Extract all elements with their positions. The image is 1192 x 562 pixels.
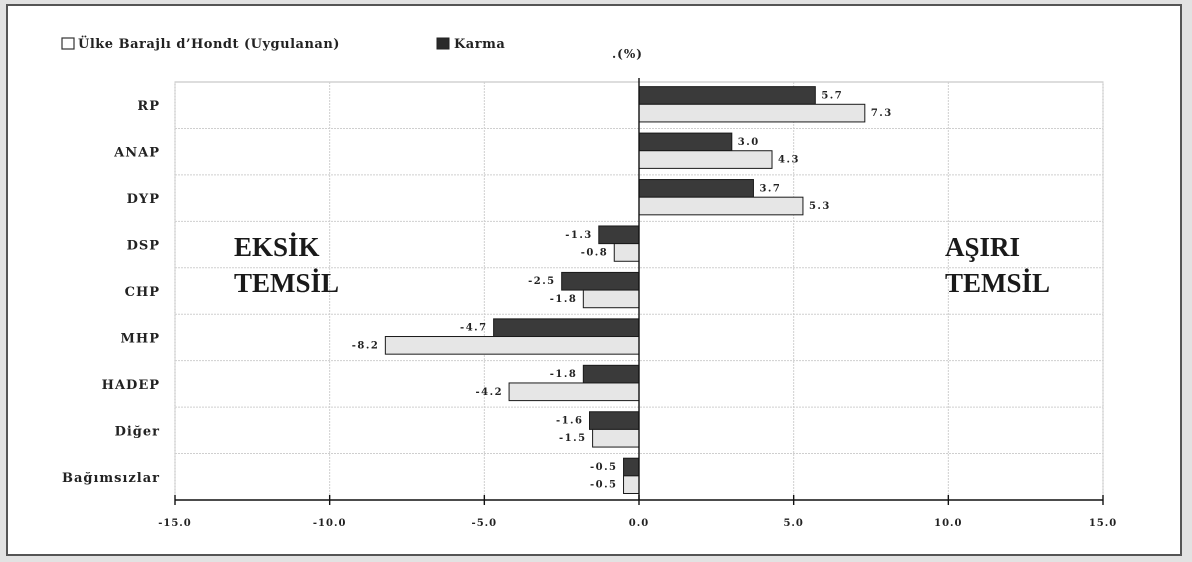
category-label-chp: CHP xyxy=(125,285,160,300)
value-label-ba-ms-zlar-karma: -0.5 xyxy=(590,462,618,473)
value-label-anap-uygulanan: 4.3 xyxy=(778,155,800,166)
value-label-dyp-uygulanan: 5.3 xyxy=(809,201,831,212)
legend: Ülke Barajlı d’Hondt (Uygulanan) Karma xyxy=(61,35,505,52)
bars xyxy=(384,86,866,494)
x-tick-label: -10.0 xyxy=(313,518,347,529)
annotation-left: EKSİK TEMSİL xyxy=(234,232,339,298)
x-tick-label: 5.0 xyxy=(783,518,803,529)
annotation-left-line2: TEMSİL xyxy=(234,268,339,298)
bar-mhp-karma xyxy=(493,318,640,338)
value-label-chp-uygulanan: -1.8 xyxy=(550,294,578,305)
value-label-ba-ms-zlar-uygulanan: -0.5 xyxy=(590,480,618,491)
bar-hadep-uygulanan xyxy=(508,382,640,402)
value-label-dyp-karma: 3.7 xyxy=(759,183,781,194)
bar-chp-karma xyxy=(561,271,640,291)
category-label-hadep: HADEP xyxy=(102,378,160,393)
bar-anap-uygulanan xyxy=(638,150,773,169)
annotation-left-line1: EKSİK xyxy=(234,232,320,262)
x-tick-label: -15.0 xyxy=(158,518,192,529)
bar-rp-uygulanan xyxy=(638,103,866,123)
bar-chp-uygulanan xyxy=(582,289,640,309)
x-tick-label: -5.0 xyxy=(472,518,498,529)
legend-label-uygulanan: Ülke Barajlı d’Hondt (Uygulanan) xyxy=(78,35,340,52)
bar-ba-ms-zlar-uygulanan xyxy=(623,475,640,494)
bar-dsp-uygulanan xyxy=(613,243,640,262)
value-label-rp-uygulanan: 7.3 xyxy=(871,108,893,119)
bar-dsp-karma xyxy=(598,225,640,245)
category-label-anap: ANAP xyxy=(113,146,160,161)
value-label-mhp-karma: -4.7 xyxy=(460,323,488,334)
category-label-mhp: MHP xyxy=(121,331,160,346)
bar-hadep-karma xyxy=(582,364,640,384)
annotation-right: AŞIRI TEMSİL xyxy=(945,232,1050,298)
bar-dyp-karma xyxy=(638,179,754,198)
category-label-di-er: Diğer xyxy=(115,424,160,439)
bar-di-er-uygulanan xyxy=(592,428,640,448)
unit-label: .(%) xyxy=(612,47,643,61)
value-label-di-er-karma: -1.6 xyxy=(556,416,584,427)
value-label-hadep-uygulanan: -4.2 xyxy=(476,387,504,398)
bar-rp-karma xyxy=(638,86,816,105)
value-label-dsp-karma: -1.3 xyxy=(565,230,593,241)
value-labels: 5.7 7.3 3.0 4.3 3.7 5.3 -1.3 -0.8 -2.5 -1.8 -4.7 -8… xyxy=(352,90,893,491)
bar-mhp-uygulanan xyxy=(384,336,640,355)
bar-di-er-karma xyxy=(589,411,640,430)
category-label-ba-ms-zlar: Bağımsızlar xyxy=(62,471,160,486)
value-label-mhp-uygulanan: -8.2 xyxy=(352,340,380,351)
bar-ba-ms-zlar-karma xyxy=(623,457,640,477)
x-tick-label: 10.0 xyxy=(934,518,962,529)
annotation-right-line2: TEMSİL xyxy=(945,268,1050,298)
value-label-chp-karma: -2.5 xyxy=(528,276,556,287)
category-label-dyp: DYP xyxy=(127,192,160,207)
x-axis: -15.0 -10.0 -5.0 0.0 5.0 10.0 15.0 xyxy=(158,78,1117,529)
category-label-dsp: DSP xyxy=(127,239,160,254)
value-label-anap-karma: 3.0 xyxy=(738,137,760,148)
legend-swatch-karma xyxy=(436,37,450,50)
bar-dyp-uygulanan xyxy=(638,196,804,216)
annotation-right-line1: AŞIRI xyxy=(945,232,1020,262)
legend-label-karma: Karma xyxy=(454,37,505,52)
value-label-rp-karma: 5.7 xyxy=(821,90,843,101)
value-label-di-er-uygulanan: -1.5 xyxy=(559,433,587,444)
x-tick-label: 15.0 xyxy=(1089,518,1117,529)
bar-anap-karma xyxy=(638,132,733,152)
legend-swatch-uygulanan xyxy=(61,37,75,50)
category-label-rp: RP xyxy=(137,99,160,114)
x-tick-label: 0.0 xyxy=(629,518,649,529)
category-labels: RP ANAP DYP DSP CHP MHP HADEP Diğer Bağımsızlar xyxy=(62,99,160,486)
value-label-hadep-karma: -1.8 xyxy=(550,369,578,380)
value-label-dsp-uygulanan: -0.8 xyxy=(581,247,609,258)
